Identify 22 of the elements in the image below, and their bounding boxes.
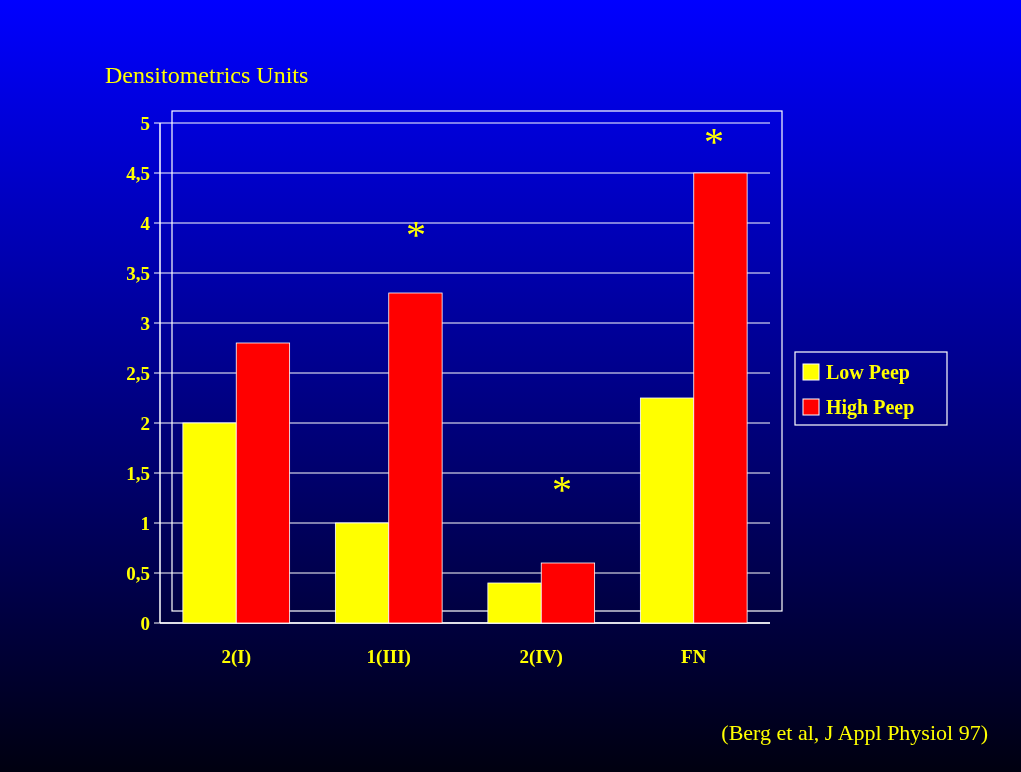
y-tick-label: 1,5 xyxy=(126,462,150,484)
x-tick-label: 2(IV) xyxy=(519,646,563,668)
y-tick-label: 2 xyxy=(140,412,150,434)
legend-label: Low Peep xyxy=(826,361,910,384)
annotation: * xyxy=(552,467,572,512)
annotation: * xyxy=(406,212,426,257)
y-tick-label: 0 xyxy=(140,612,150,634)
y-tick-label: 0,5 xyxy=(126,562,150,584)
y-tick-label: 3,5 xyxy=(126,262,150,284)
y-tick-label: 1 xyxy=(140,512,150,534)
y-tick-label: 3 xyxy=(140,312,150,334)
y-tick-label: 2,5 xyxy=(126,362,150,384)
y-axis-title: Densitometrics Units xyxy=(105,62,309,88)
annotation: * xyxy=(704,119,724,164)
x-tick-label: FN xyxy=(681,646,707,667)
y-tick-label: 4 xyxy=(140,212,151,234)
text: (Berg et al, J Appl Physiol 97) xyxy=(721,720,988,745)
x-tick-label: 1(III) xyxy=(366,646,411,668)
x-tick-label: 2(I) xyxy=(221,646,252,668)
y-tick-label: 5 xyxy=(140,112,150,134)
y-tick-label: 4,5 xyxy=(126,162,150,184)
legend-label: High Peep xyxy=(826,396,915,419)
